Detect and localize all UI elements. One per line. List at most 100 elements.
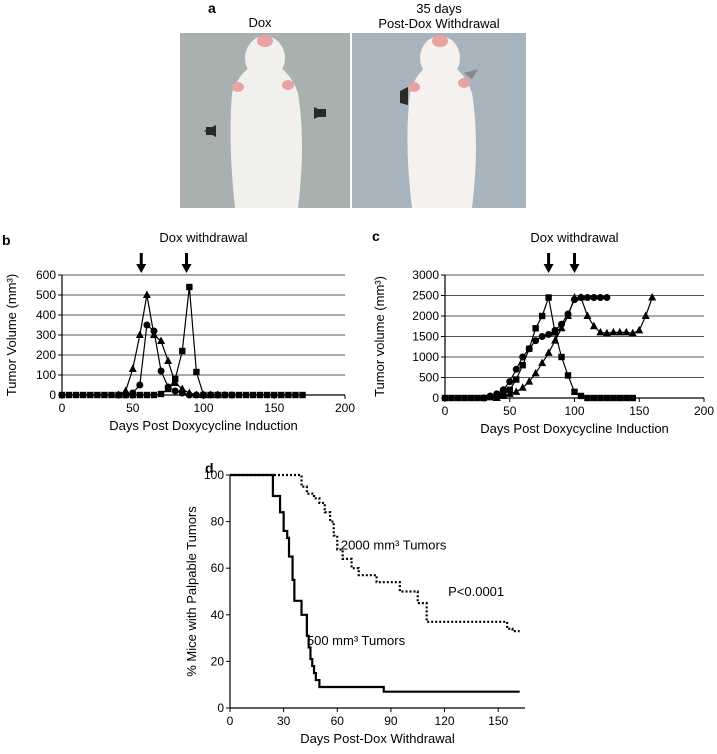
square-marker [256,391,264,399]
square-marker [228,391,235,399]
circle-marker [551,326,559,334]
square-marker [590,394,598,402]
circle-marker [532,337,540,345]
circle-marker [499,386,507,394]
y-tick-label: 1500 [412,330,439,344]
triangle-marker [128,364,137,372]
series-line-1 [230,473,520,693]
triangle-marker [551,336,560,344]
y-tick-label: 0 [432,391,439,405]
square-marker [200,391,207,399]
annotation-1: P<0.0001 [448,584,504,599]
x-tick-label: 150 [488,714,508,728]
x-tick-label: 0 [59,401,66,415]
square-marker [157,390,165,398]
square-marker [179,347,186,355]
triangle-marker [157,336,166,344]
square-marker [87,391,94,399]
square-marker [58,391,66,399]
x-tick-label: 60 [331,714,345,728]
y-tick-label: 600 [36,268,56,282]
triangle-marker [171,378,180,386]
square-marker [623,394,630,402]
y-axis-label: Tumor volume (mm³) [372,276,387,397]
square-marker [271,391,278,399]
circle-marker [157,367,165,375]
square-marker [164,385,172,393]
series-line-0 [230,473,520,633]
x-axis-label: Days Post Doxycycline Induction [480,421,669,436]
y-tick-label: 300 [36,328,56,342]
square-marker [597,394,604,402]
triangle-marker [564,311,573,319]
x-tick-label: 30 [277,714,291,728]
post-dox-caption-line1: 35 days [416,1,462,16]
y-axis-label: % Mice with Palpable Tumors [184,506,199,677]
y-tick-label: 2500 [412,289,439,303]
y-tick-label: 40 [211,608,225,622]
circle-marker [583,294,591,302]
square-marker [129,391,136,399]
y-tick-label: 100 [204,468,224,482]
square-marker [249,391,257,399]
triangle-marker [628,328,637,337]
square-marker [186,283,193,291]
x-tick-label: 200 [694,404,714,418]
square-marker [532,325,539,332]
circle-marker [512,365,520,373]
triangle-marker [531,368,540,377]
triangle-marker [635,325,644,334]
y-tick-label: 1000 [412,350,439,364]
square-marker [461,394,468,402]
triangle-marker [570,293,579,301]
square-marker [584,394,591,402]
y-tick-label: 20 [211,654,225,668]
withdrawal-arrowhead [136,264,147,273]
series-line-1 [483,296,607,399]
y-tick-label: 500 [36,288,56,302]
triangle-marker [518,383,527,391]
circle-marker [178,389,186,397]
square-marker [108,391,115,399]
circle-marker [545,330,553,338]
square-marker [299,391,306,399]
square-marker [610,394,617,402]
square-marker [292,391,299,399]
x-tick-label: 0 [442,404,449,418]
y-tick-label: 0 [217,701,224,715]
chart-d: 0 20 40 60 80 100 0 30 60 90 120 150 Days Post-Dox W… [184,468,525,746]
triangle-marker [615,327,624,336]
circle-marker [192,391,200,399]
y-tick-label: 80 [211,515,225,529]
circle-marker [538,333,546,340]
chart-title: Dox withdrawal [530,230,618,245]
y-tick-label: 400 [36,308,56,322]
x-tick-label: 120 [435,714,455,728]
square-marker [101,391,108,399]
circle-marker [171,387,179,395]
y-tick-label: 100 [36,368,56,382]
y-tick-label: 500 [419,371,439,385]
panel-letter-c: c [372,228,380,244]
triangle-marker [641,311,650,319]
chart-b: Dox withdrawal 0 100 200 300 400 500 600 0 50 100 1… [4,230,355,433]
annotation-2: 500 mm³ Tumors [307,633,406,648]
triangle-marker [622,327,631,336]
triangle-marker [178,384,187,392]
chart-title: Dox withdrawal [159,230,247,245]
triangle-marker [525,377,534,385]
photo-withdrawal-mouse [352,33,526,208]
square-marker [80,391,87,399]
series-line-2 [496,296,653,399]
triangle-marker [609,327,618,336]
x-tick-label: 100 [193,401,213,415]
dox-caption: Dox [248,15,272,30]
y-axis-label: Tumor Volume (mm³) [4,274,19,396]
square-marker [242,391,250,399]
triangle-marker [512,387,521,395]
square-marker [285,391,292,399]
x-tick-label: 150 [264,401,284,415]
x-tick-label: 50 [126,401,140,415]
square-marker [441,394,449,402]
y-tick-label: 2000 [412,309,439,323]
